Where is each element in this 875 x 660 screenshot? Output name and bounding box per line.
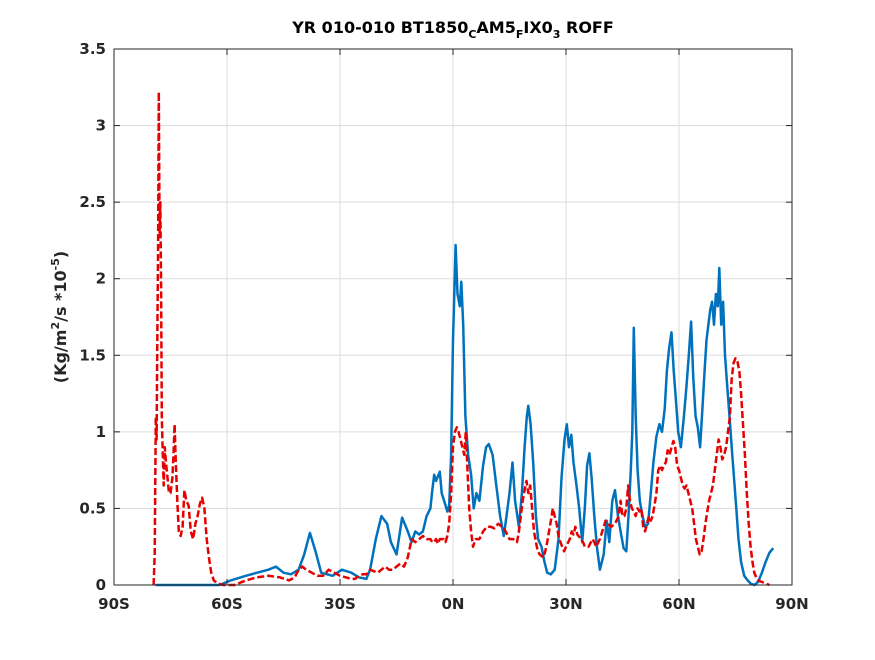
y-tick-label: 1 xyxy=(96,423,106,441)
x-tick-labels: 90S 60S 30S 0N 30N 60N 90N xyxy=(98,595,809,613)
chart-title: YR 010-010 BT1850CAM5FIX03 ROFF xyxy=(291,18,614,41)
label-part: F xyxy=(516,28,524,41)
label-part: 2 xyxy=(49,322,62,330)
tick-marks xyxy=(113,48,793,586)
label-part: -5 xyxy=(49,258,62,270)
series-line-1 xyxy=(155,243,775,587)
label-part: IX0 xyxy=(523,18,552,37)
label-part: /s *10 xyxy=(51,270,70,322)
x-tick-label: 30N xyxy=(549,595,582,613)
y-tick-label: 1.5 xyxy=(79,346,106,364)
label-part: 3 xyxy=(553,28,561,41)
x-tick-label: 30S xyxy=(324,595,356,613)
label-part: (Kg/m xyxy=(51,330,70,384)
y-tick-labels: 0 0.5 1 1.5 2 2.5 3 3.5 xyxy=(79,40,106,594)
y-tick-label: 3.5 xyxy=(79,40,106,58)
label-part: YR 010-010 BT1850 xyxy=(291,18,468,37)
x-tick-label: 60N xyxy=(662,595,695,613)
label-part: ) xyxy=(51,251,70,258)
label-part: ROFF xyxy=(560,18,613,37)
series-line-2 xyxy=(152,90,770,587)
x-tick-label: 90N xyxy=(775,595,808,613)
y-tick-label: 2 xyxy=(96,270,106,288)
x-tick-label: 90S xyxy=(98,595,130,613)
y-tick-label: 2.5 xyxy=(79,193,106,211)
x-tick-label: 60S xyxy=(211,595,243,613)
y-tick-label: 0 xyxy=(96,576,106,594)
y-tick-label: 3 xyxy=(96,117,106,135)
series-layer xyxy=(152,90,775,587)
label-part: C xyxy=(468,28,476,41)
label-part: AM5 xyxy=(476,18,515,37)
y-tick-label: 0.5 xyxy=(79,499,106,517)
y-axis-label: (Kg/m2/s *10-5) xyxy=(49,251,70,383)
x-tick-label: 0N xyxy=(442,595,465,613)
